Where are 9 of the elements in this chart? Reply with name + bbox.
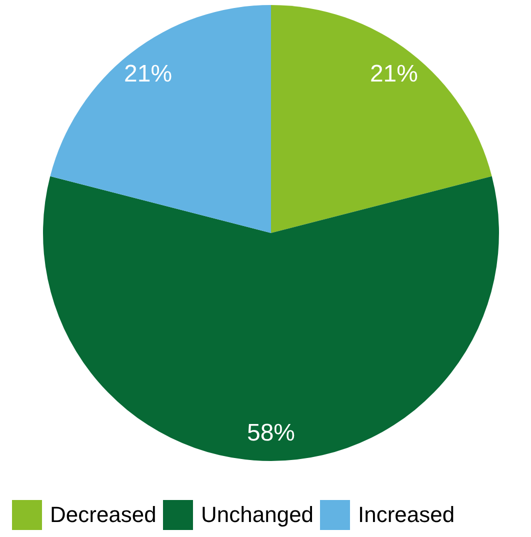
pie-slice — [43, 176, 499, 461]
legend-label: Decreased — [50, 502, 156, 527]
data-label: 58% — [246, 420, 296, 447]
pie-slice — [271, 5, 492, 233]
legend-label: Unchanged — [201, 502, 314, 527]
data-label: 21% — [124, 60, 172, 88]
legend-label: Increased — [358, 502, 455, 527]
data-label: 21% — [370, 60, 418, 88]
pie-slice — [50, 5, 271, 233]
